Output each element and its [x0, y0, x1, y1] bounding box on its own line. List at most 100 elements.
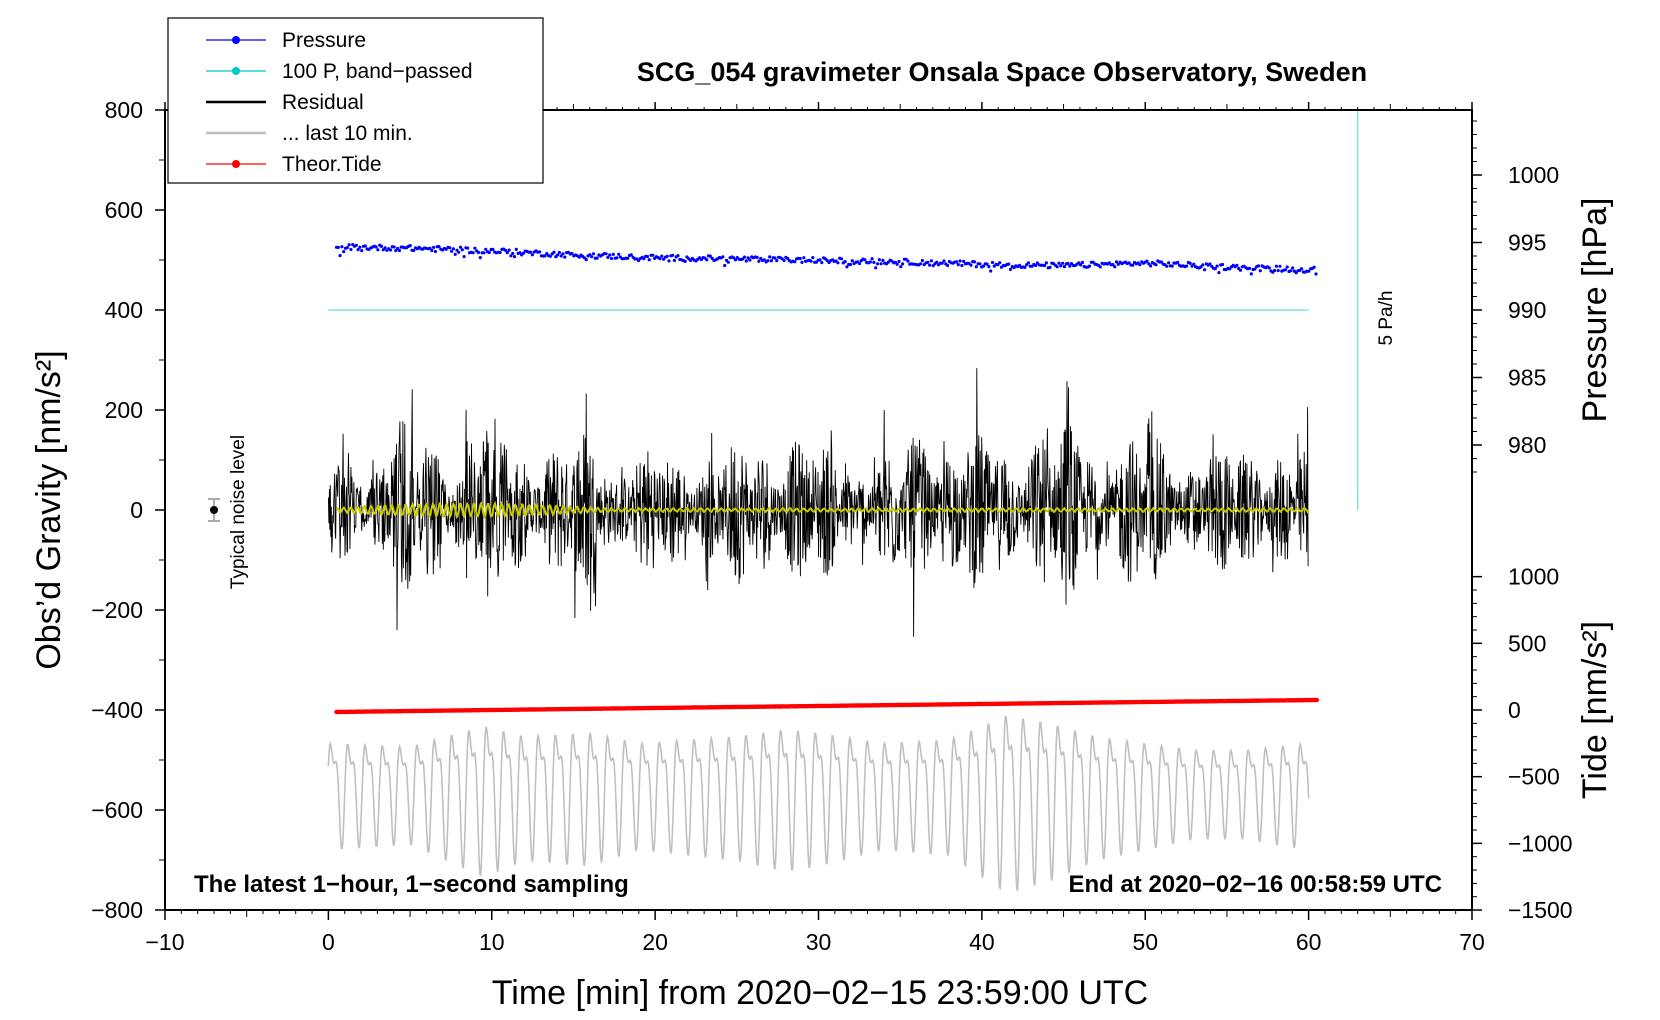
pressure-point — [809, 259, 813, 263]
pressure-point — [969, 263, 973, 267]
tide-tick-label: −1500 — [1508, 897, 1573, 923]
legend-box — [167, 17, 544, 184]
pressure-point — [1043, 263, 1047, 268]
pressure-point — [349, 247, 353, 252]
legend-label: ... last 10 min. — [282, 122, 413, 145]
pressure-point — [782, 258, 786, 263]
y-tick-label: −600 — [91, 797, 143, 823]
pressure-point — [1228, 267, 1232, 271]
pressure-point — [935, 260, 939, 264]
pressure-point — [863, 258, 867, 262]
pressure-point — [509, 254, 513, 258]
x-tick-label: 20 — [642, 929, 668, 955]
pressure-point — [484, 247, 488, 251]
pressure-point — [609, 256, 614, 261]
pressure-point — [1185, 264, 1189, 268]
pressure-point — [877, 258, 881, 262]
pressure-point — [1087, 264, 1092, 268]
pressure-point — [710, 256, 714, 260]
pressure-point — [850, 259, 854, 263]
x-tick-label: 50 — [1132, 929, 1158, 955]
pressure-point — [660, 254, 664, 258]
y-tick-label: 200 — [105, 397, 143, 423]
pressure-tick-label: 1000 — [1508, 162, 1559, 188]
pressure-point — [1217, 271, 1221, 275]
pressure-point — [1066, 261, 1070, 266]
pressure-point — [845, 265, 849, 269]
pressure-point — [1235, 263, 1239, 267]
tide-tick-label: −1000 — [1508, 830, 1573, 856]
legend-label: Theor.Tide — [282, 153, 382, 176]
pressure-point — [1145, 259, 1149, 263]
pressure-point — [672, 258, 677, 262]
pressure-point — [879, 262, 883, 266]
pressure-point — [1289, 269, 1293, 273]
pressure-point — [875, 262, 880, 266]
pressure-point — [769, 259, 774, 263]
pressure-point — [521, 251, 526, 255]
pressure-point — [388, 248, 393, 252]
pressure-point — [1079, 263, 1083, 267]
pressure-point — [428, 246, 432, 250]
pressure-point — [989, 269, 993, 273]
legend-label: Residual — [282, 91, 364, 114]
pressure-point — [974, 265, 978, 269]
pressure-point — [676, 254, 680, 258]
pressure-point — [507, 248, 511, 252]
pressure-point — [1208, 262, 1212, 266]
pressure-point — [1291, 266, 1295, 270]
pressure-point — [757, 259, 761, 263]
pressure-point — [874, 266, 878, 270]
pressure-point — [1213, 267, 1217, 271]
pressure-point — [606, 255, 610, 259]
x-tick-label: 30 — [806, 929, 832, 955]
pressure-point — [1276, 269, 1280, 273]
pressure-point — [626, 256, 630, 260]
series-last-10-min — [327, 715, 1310, 891]
pressure-point — [518, 251, 522, 255]
pressure-point — [1267, 266, 1271, 270]
pressure-point — [462, 255, 466, 259]
residual-band-passed-line — [335, 500, 1310, 520]
pressure-point — [919, 262, 923, 266]
legend-label: 100 P, band−passed — [282, 60, 473, 83]
pressure-point — [617, 252, 621, 256]
pressure-point — [870, 257, 874, 261]
pressure-point — [705, 258, 709, 262]
pressure-point — [1285, 265, 1289, 269]
pressure-point — [1159, 260, 1163, 264]
pressure-point — [457, 250, 461, 254]
x-axis-title: Time [min] from 2020−02−15 23:59:00 UTC — [492, 974, 1148, 1012]
pressure-point — [868, 260, 872, 264]
note-end-time: End at 2020−02−16 00:58:59 UTC — [1068, 871, 1442, 898]
pressure-point — [432, 245, 436, 249]
pressure-point — [1256, 264, 1261, 268]
pressure-point — [1080, 260, 1084, 265]
pressure-point — [543, 254, 547, 258]
pressure-point — [744, 259, 748, 263]
pressure-point — [928, 263, 932, 267]
pressure-point — [491, 247, 495, 251]
pressure-point — [762, 258, 766, 262]
pressure-point — [990, 260, 995, 265]
pressure-point — [683, 259, 687, 263]
pressure-point — [1203, 268, 1207, 272]
pressure-point — [775, 259, 779, 263]
y-axis-left: 800 600 400 200 0 −200 −400 −600 −800 — [91, 97, 165, 923]
tide-tick-label: 1000 — [1508, 564, 1559, 590]
x-axis: −10 0 10 20 30 40 50 60 70 — [145, 102, 1485, 955]
pressure-tick-label: 985 — [1508, 365, 1546, 391]
series-theor-tide — [334, 697, 1320, 715]
pressure-point — [374, 245, 378, 249]
pressure-point — [872, 260, 876, 264]
pressure-point — [642, 257, 646, 261]
pressure-point — [358, 245, 362, 249]
x-tick-label: −10 — [145, 929, 184, 955]
pressure-point — [336, 245, 340, 249]
pressure-point — [458, 245, 463, 249]
pressure-point — [453, 252, 457, 256]
pressure-point — [647, 258, 651, 262]
pressure-point — [548, 254, 553, 258]
pressure-axis-title: Pressure [hPa] — [1576, 198, 1614, 423]
pressure-point — [342, 250, 346, 254]
